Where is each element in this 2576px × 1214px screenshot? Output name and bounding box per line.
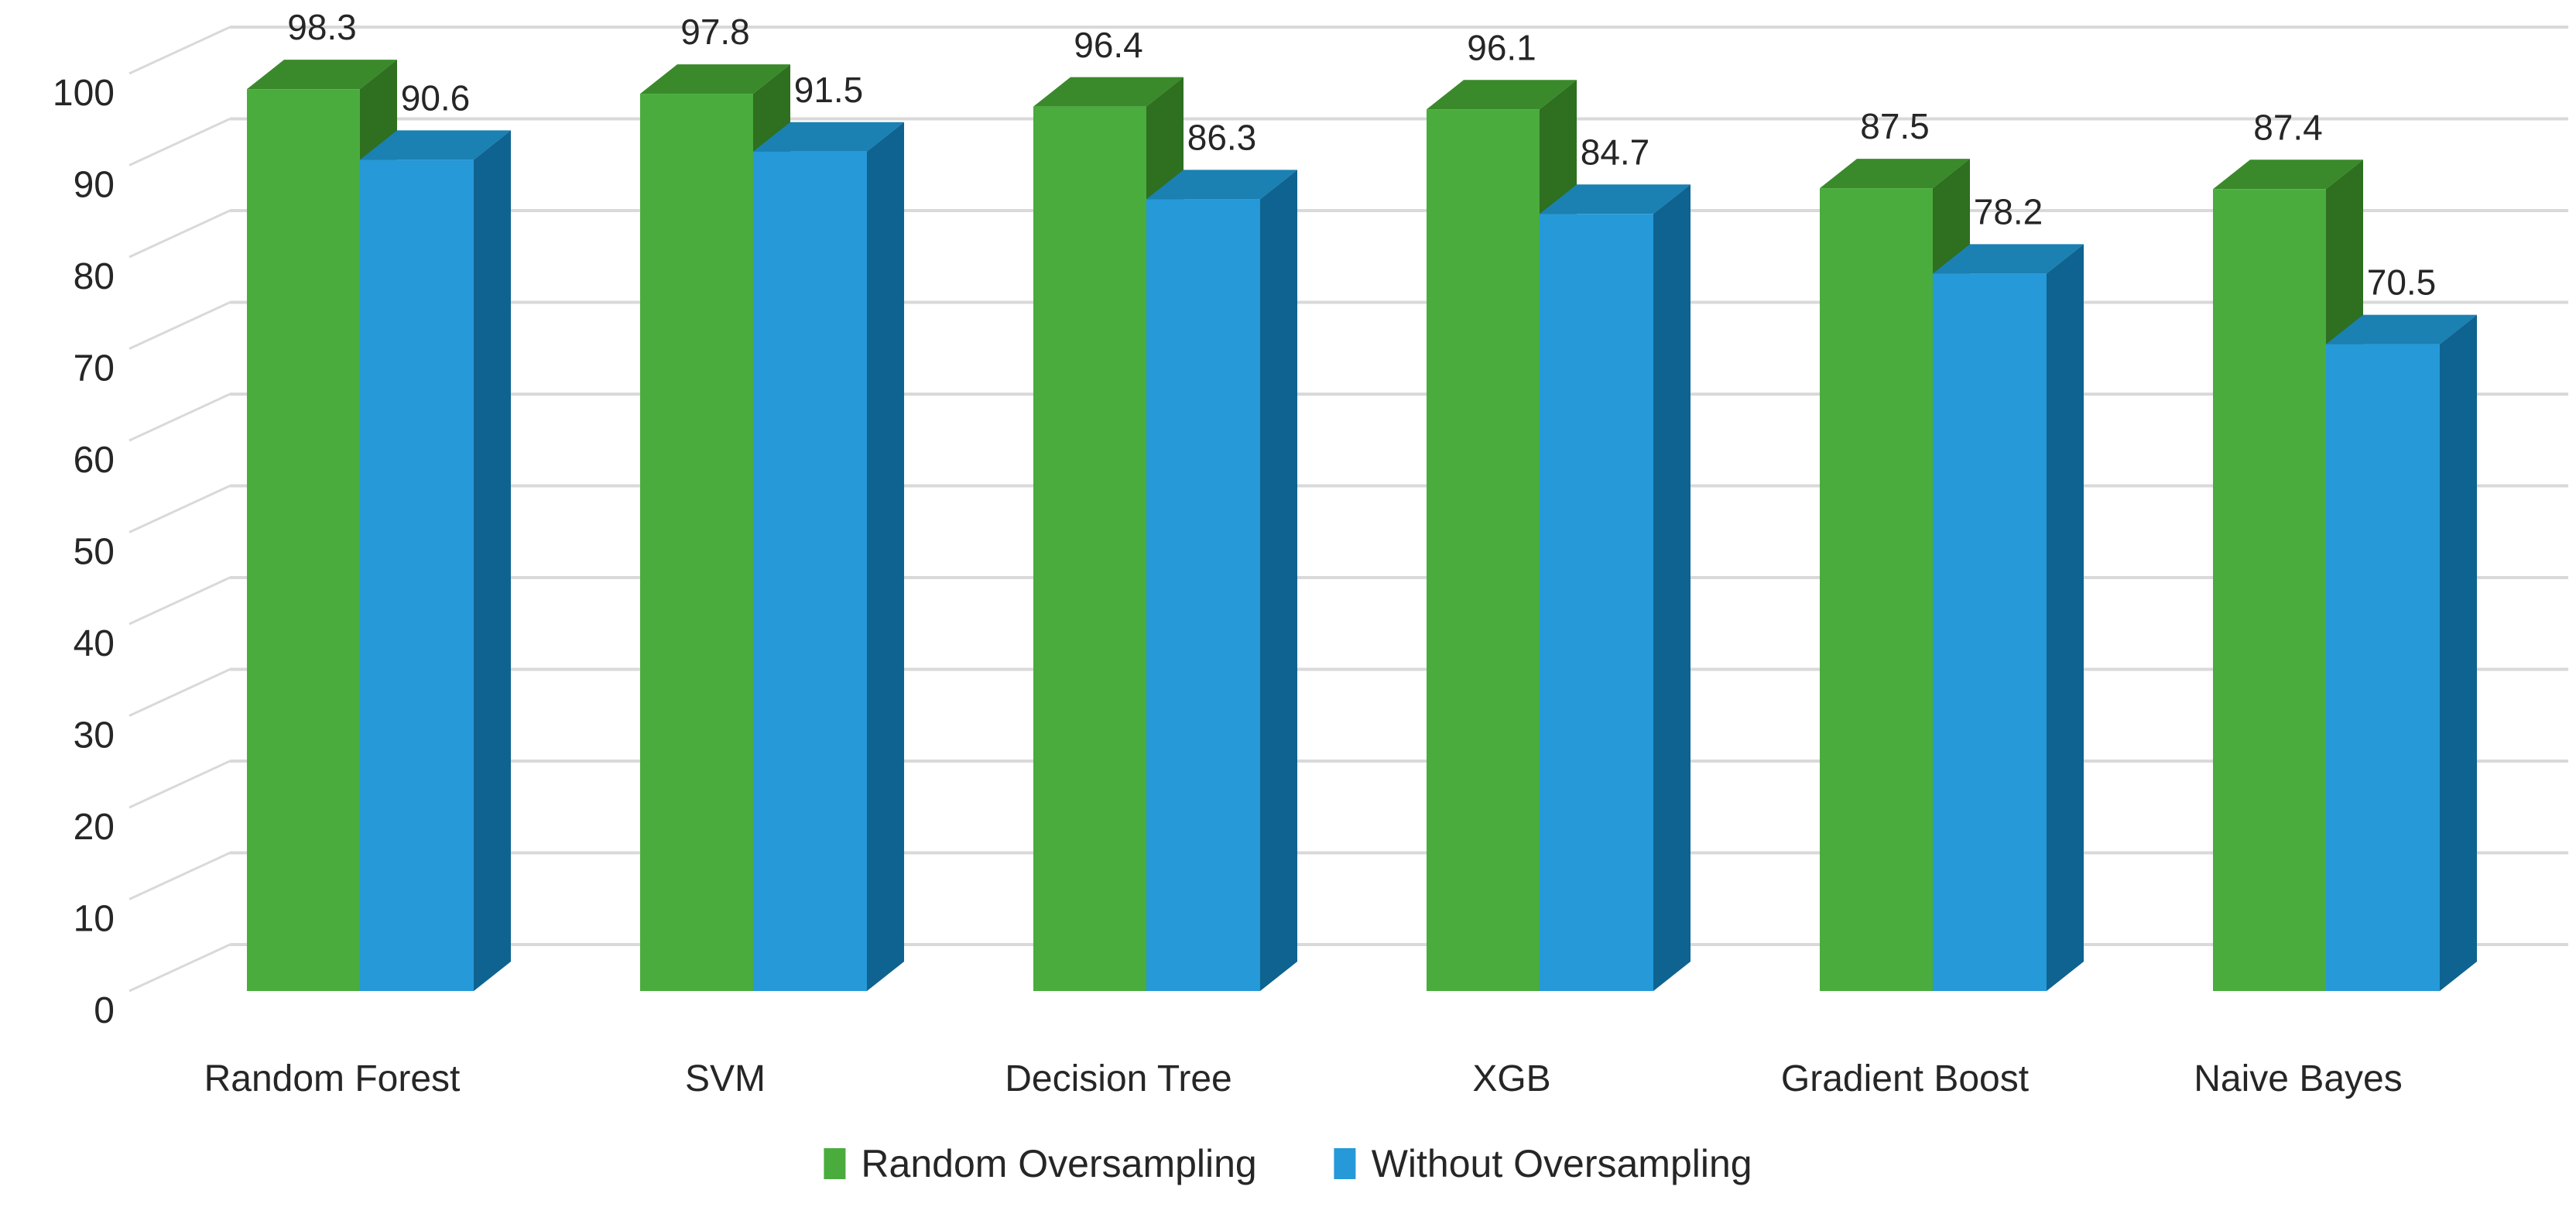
bar-side-face <box>867 122 904 992</box>
bar-side-face <box>1653 184 1690 992</box>
bar-top-face <box>753 122 904 152</box>
axis-tick <box>128 26 231 75</box>
y-axis-tick-label: 50 <box>74 531 115 572</box>
bar-top-face <box>2326 314 2477 345</box>
bar-top-face <box>1540 184 1690 214</box>
bar-front-face <box>2326 344 2440 991</box>
data-label: 96.4 <box>1074 25 1143 65</box>
bar-front-face <box>640 94 753 992</box>
bar-top-face <box>247 60 397 90</box>
bar-top-face <box>360 130 511 160</box>
data-label: 84.7 <box>1581 132 1650 172</box>
data-label: 91.5 <box>794 70 864 110</box>
data-label: 78.2 <box>1974 191 2043 231</box>
axis-tick <box>128 485 231 533</box>
axis-tick <box>128 209 231 259</box>
y-axis-tick-label: 90 <box>74 164 115 205</box>
data-label: 98.3 <box>287 7 357 47</box>
legend-swatch-blue <box>1334 1148 1356 1179</box>
y-axis-tick-label: 20 <box>74 807 115 848</box>
bar-front-face <box>360 159 474 991</box>
y-axis-tick-label: 30 <box>74 715 115 756</box>
legend-item-without-oversampling: Without Oversampling <box>1334 1144 1752 1183</box>
data-label: 96.1 <box>1467 27 1536 67</box>
bar-front-face <box>753 151 867 992</box>
y-axis-tick-label: 70 <box>74 348 115 389</box>
bar-front-face <box>1033 106 1146 991</box>
bar-top-face <box>1033 77 1184 107</box>
bar-side-face <box>474 130 511 991</box>
category-label: Gradient Boost <box>1781 1058 2029 1099</box>
bar-top-face <box>1146 170 1297 200</box>
legend-label-without-oversampling: Without Oversampling <box>1371 1142 1752 1185</box>
axis-tick <box>128 393 231 442</box>
bar-side-face <box>1260 170 1297 992</box>
bar-side-face <box>2440 314 2477 991</box>
bar-top-face <box>1933 244 2084 274</box>
y-axis-tick-label: 60 <box>74 440 115 481</box>
data-label: 87.5 <box>1860 106 1930 146</box>
y-axis-tick-label: 100 <box>53 73 115 114</box>
data-label: 86.3 <box>1187 117 1257 157</box>
data-label: 70.5 <box>2367 262 2437 303</box>
y-axis-tick-label: 80 <box>74 256 115 297</box>
bar-front-face <box>1820 188 1933 991</box>
bar-front-face <box>247 89 360 991</box>
bar-front-face <box>1427 109 1540 992</box>
y-axis-tick-label: 10 <box>74 898 115 939</box>
category-label: Naive Bayes <box>2194 1058 2402 1099</box>
axis-tick <box>128 301 231 350</box>
bar-top-face <box>640 64 790 94</box>
legend-item-random-oversampling: Random Oversampling <box>824 1142 1257 1185</box>
category-label: XGB <box>1472 1058 1550 1099</box>
axis-tick <box>128 668 231 717</box>
legend-label-random-oversampling: Random Oversampling <box>861 1142 1257 1185</box>
bar-top-face <box>1427 80 1577 110</box>
bar-top-face <box>1820 159 1970 189</box>
axis-tick <box>128 118 231 166</box>
data-label: 90.6 <box>401 77 471 118</box>
bar-front-face <box>1933 273 2047 992</box>
data-label: 87.4 <box>2253 107 2323 147</box>
category-label: SVM <box>685 1058 766 1099</box>
category-label: Decision Tree <box>1005 1058 1231 1099</box>
axis-tick <box>128 576 231 626</box>
bar-side-face <box>2047 244 2084 992</box>
y-axis-tick-label: 40 <box>74 623 115 664</box>
bar-front-face <box>2213 189 2326 991</box>
bar-top-face <box>2213 159 2363 190</box>
y-axis-tick-label: 0 <box>94 990 115 1031</box>
data-label: 97.8 <box>680 12 750 52</box>
bar-front-face <box>1540 214 1653 991</box>
axis-tick <box>128 852 231 900</box>
legend-swatch-green <box>824 1148 846 1179</box>
axis-tick <box>128 760 231 809</box>
axis-tick <box>128 943 231 993</box>
bar-front-face <box>1146 199 1260 992</box>
legend: Random Oversampling Without Oversampling <box>824 1144 1752 1183</box>
category-label: Random Forest <box>204 1058 461 1099</box>
